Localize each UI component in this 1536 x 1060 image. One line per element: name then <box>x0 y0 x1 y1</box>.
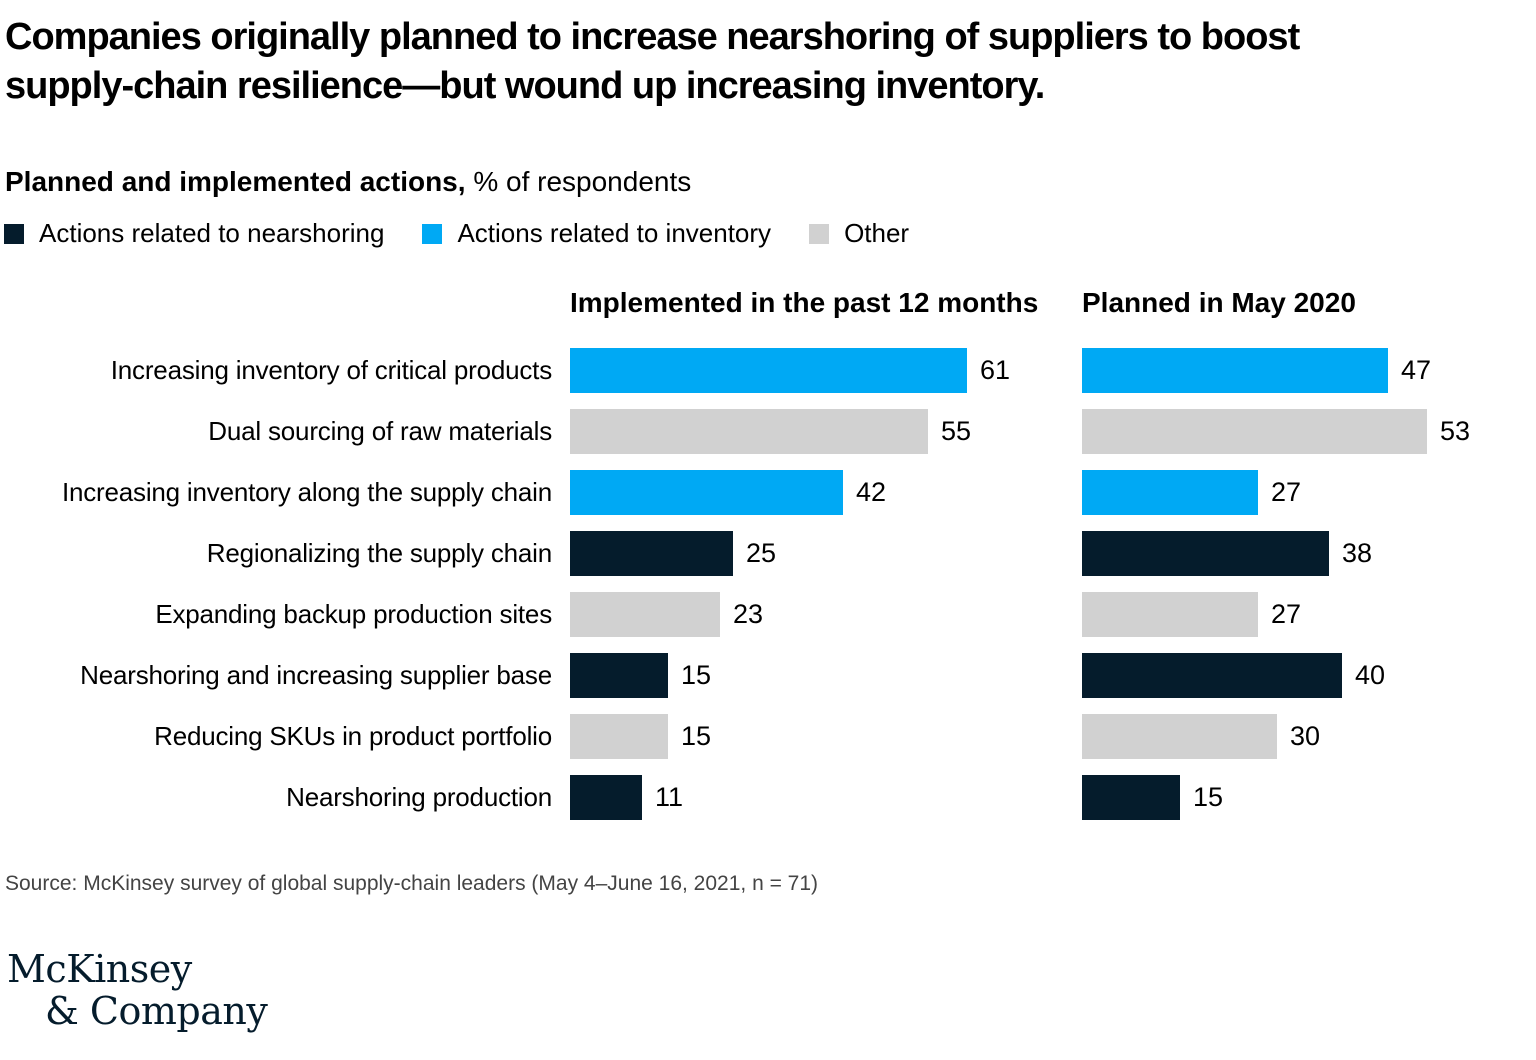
panel-planned: 30 <box>1082 714 1320 759</box>
page-title-line-2: supply-chain resilience—but wound up inc… <box>5 65 1045 107</box>
panel-planned: 15 <box>1082 775 1223 820</box>
page-title: Companies originally planned to increase… <box>5 13 1300 111</box>
value-label-planned: 27 <box>1271 477 1302 507</box>
panel-implemented: 15 <box>570 714 711 759</box>
value-label-implemented: 11 <box>655 782 684 812</box>
chart-subtitle-unit: % of respondents <box>473 166 692 197</box>
chart-row: Nearshoring production 11 15 <box>0 775 1536 820</box>
logo-line-1: McKinsey <box>7 947 192 991</box>
chart-row: Increasing inventory of critical product… <box>0 348 1536 393</box>
value-label-planned: 30 <box>1290 721 1321 751</box>
bar-implemented <box>570 775 642 820</box>
value-label-planned: 27 <box>1271 599 1302 629</box>
value-label-implemented: 42 <box>856 477 887 507</box>
bar-planned <box>1082 531 1329 576</box>
legend: Actions related to nearshoring Actions re… <box>4 218 909 249</box>
value-label-implemented: 55 <box>941 416 972 446</box>
panel-planned: 40 <box>1082 653 1385 698</box>
panel-implemented: 42 <box>570 470 886 515</box>
legend-swatch-inventory <box>422 223 443 244</box>
value-label-planned: 40 <box>1355 660 1386 690</box>
legend-label: Actions related to nearshoring <box>39 218 385 248</box>
legend-item-nearshoring: Actions related to nearshoring <box>4 218 384 249</box>
chart-row: Reducing SKUs in product portfolio 15 30 <box>0 714 1536 759</box>
panel-implemented: 15 <box>570 653 711 698</box>
value-label-implemented: 15 <box>681 721 712 751</box>
value-label-planned: 15 <box>1193 782 1224 812</box>
bar-implemented <box>570 531 733 576</box>
column-header-implemented: Implemented in the past 12 months <box>570 287 1039 318</box>
bar-planned <box>1082 348 1388 393</box>
legend-label: Other <box>844 218 910 248</box>
value-label-planned: 38 <box>1342 538 1373 568</box>
category-label: Nearshoring and increasing supplier base <box>80 660 552 690</box>
value-label-implemented: 15 <box>681 660 712 690</box>
chart-row: Nearshoring and increasing supplier base… <box>0 653 1536 698</box>
bar-implemented <box>570 470 843 515</box>
legend-swatch-nearshoring <box>4 223 24 244</box>
chart-row: Dual sourcing of raw materials 55 53 <box>0 409 1536 454</box>
panel-planned: 38 <box>1082 531 1372 576</box>
panel-planned: 47 <box>1082 348 1431 393</box>
value-label-implemented: 25 <box>746 538 777 568</box>
page-title-line-1: Companies originally planned to increase… <box>5 16 1300 58</box>
source-note: Source: McKinsey survey of global supply… <box>5 872 819 895</box>
legend-item-inventory: Actions related to inventory <box>422 218 771 249</box>
panel-planned: 27 <box>1082 470 1301 515</box>
bar-planned <box>1082 470 1258 515</box>
category-label: Nearshoring production <box>286 782 552 812</box>
value-label-planned: 47 <box>1401 355 1432 385</box>
column-header-planned: Planned in May 2020 <box>1082 287 1356 318</box>
panel-implemented: 61 <box>570 348 1010 393</box>
category-label: Increasing inventory of critical product… <box>110 355 552 385</box>
panel-planned: 27 <box>1082 592 1301 637</box>
category-label: Dual sourcing of raw materials <box>208 416 552 446</box>
bar-implemented <box>570 653 668 698</box>
bar-chart: Increasing inventory of critical product… <box>0 348 1536 836</box>
bar-implemented <box>570 348 967 393</box>
chart-subtitle-bold: Planned and implemented actions, <box>5 166 466 197</box>
bar-planned <box>1082 592 1258 637</box>
bar-implemented <box>570 592 720 637</box>
legend-label: Actions related to inventory <box>457 218 772 248</box>
chart-row: Increasing inventory along the supply ch… <box>0 470 1536 515</box>
chart-row: Regionalizing the supply chain 25 38 <box>0 531 1536 576</box>
bar-planned <box>1082 775 1180 820</box>
bar-implemented <box>570 409 928 454</box>
value-label-planned: 53 <box>1440 416 1471 446</box>
logo-line-2: & Company <box>45 989 268 1033</box>
chart-subtitle: Planned and implemented actions, % of re… <box>5 166 691 198</box>
legend-item-other: Other <box>809 218 909 249</box>
mckinsey-logo: McKinsey & Company <box>7 947 268 1033</box>
panel-implemented: 23 <box>570 592 763 637</box>
category-label: Regionalizing the supply chain <box>206 538 552 568</box>
category-label: Expanding backup production sites <box>155 599 552 629</box>
bar-planned <box>1082 653 1342 698</box>
chart-row: Expanding backup production sites 23 27 <box>0 592 1536 637</box>
panel-implemented: 25 <box>570 531 776 576</box>
legend-swatch-other <box>809 223 830 244</box>
category-label: Reducing SKUs in product portfolio <box>154 721 552 751</box>
category-label: Increasing inventory along the supply ch… <box>61 477 552 507</box>
value-label-implemented: 61 <box>980 355 1011 385</box>
panel-planned: 53 <box>1082 409 1470 454</box>
value-label-implemented: 23 <box>733 599 764 629</box>
bar-planned <box>1082 714 1277 759</box>
bar-planned <box>1082 409 1427 454</box>
bar-implemented <box>570 714 668 759</box>
panel-implemented: 55 <box>570 409 971 454</box>
panel-implemented: 11 <box>570 775 683 820</box>
